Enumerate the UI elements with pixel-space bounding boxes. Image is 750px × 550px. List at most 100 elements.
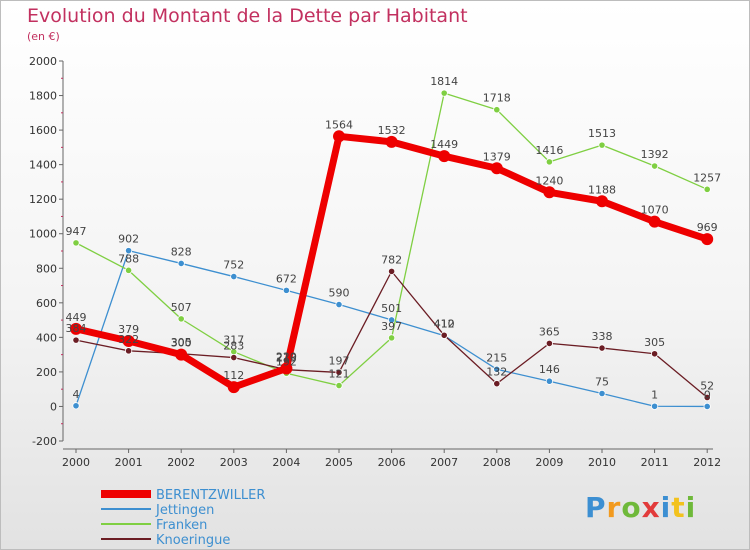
- data-label-knoeringue: 782: [381, 253, 402, 266]
- data-point-berentzwiller: [175, 348, 188, 361]
- y-tick-label: 1000: [29, 228, 57, 241]
- legend-label-berentzwiller: BERENTZWILLER: [156, 488, 265, 503]
- x-tick-label: 2012: [693, 456, 721, 469]
- data-label-berentzwiller: 1449: [430, 138, 458, 151]
- data-label-franken: 121: [329, 368, 350, 381]
- y-tick-label: 1600: [29, 124, 57, 137]
- y-tick-label: 600: [36, 297, 57, 310]
- data-point-knoeringue: [335, 368, 343, 377]
- data-point-jettingen: [230, 272, 238, 281]
- data-label-franken: 1513: [588, 127, 616, 140]
- data-label-jettingen: 752: [223, 259, 244, 272]
- y-tick-label: 1200: [29, 193, 57, 206]
- data-point-jettingen: [125, 247, 133, 255]
- y-tick-label: -200: [32, 435, 57, 448]
- data-label-berentzwiller: 112: [223, 369, 244, 382]
- data-point-franken: [598, 141, 606, 149]
- x-tick-label: 2000: [62, 456, 90, 469]
- data-label-franken: 947: [66, 225, 87, 238]
- y-tick-label: 400: [36, 331, 57, 344]
- data-point-knoeringue: [598, 344, 606, 352]
- data-label-knoeringue: 132: [486, 366, 507, 379]
- data-label-jettingen: 1: [651, 388, 658, 401]
- data-label-franken: 1392: [641, 148, 669, 161]
- data-label-berentzwiller: 1532: [378, 124, 406, 137]
- data-point-jettingen: [335, 300, 343, 309]
- data-label-franken: 507: [171, 301, 192, 314]
- legend-label-knoeringue: Knoeringue: [156, 533, 230, 548]
- x-tick-label: 2002: [167, 456, 195, 469]
- data-point-berentzwiller: [280, 362, 293, 375]
- data-label-knoeringue: 305: [644, 336, 665, 349]
- data-point-jettingen: [72, 402, 80, 410]
- data-label-franken: 1257: [693, 171, 721, 184]
- data-label-berentzwiller: 379: [118, 323, 139, 336]
- data-point-berentzwiller: [70, 322, 82, 335]
- data-label-jettingen: 146: [539, 363, 560, 376]
- data-point-jettingen: [177, 259, 185, 268]
- data-label-berentzwiller: 300: [171, 337, 192, 350]
- data-point-knoeringue: [545, 339, 554, 348]
- x-tick-label: 2009: [535, 456, 563, 469]
- data-point-franken: [177, 315, 185, 323]
- x-tick-label: 2005: [325, 456, 353, 469]
- y-tick-label: 1400: [29, 159, 57, 172]
- x-tick-label: 2003: [220, 456, 248, 469]
- data-point-berentzwiller: [490, 162, 503, 175]
- data-label-jettingen: 902: [118, 233, 139, 246]
- data-label-jettingen: 410: [434, 318, 455, 331]
- data-point-jettingen: [703, 402, 711, 411]
- legend-label-franken: Franken: [156, 518, 207, 533]
- data-label-berentzwiller: 1188: [588, 183, 616, 196]
- data-point-berentzwiller: [596, 195, 608, 208]
- data-label-berentzwiller: 449: [66, 311, 87, 324]
- data-label-jettingen: 828: [171, 245, 192, 258]
- y-tick-label: 2000: [29, 55, 57, 68]
- data-label-berentzwiller: 220: [276, 350, 297, 363]
- data-label-knoeringue: 305: [171, 336, 192, 349]
- data-point-jettingen: [493, 365, 501, 373]
- data-point-franken: [125, 266, 133, 274]
- data-point-knoeringue: [703, 393, 711, 402]
- data-point-jettingen: [282, 286, 290, 294]
- data-label-knoeringue: 213: [276, 352, 297, 365]
- y-tick-label: 1800: [29, 90, 57, 103]
- data-label-franken: 1416: [535, 144, 563, 157]
- data-label-knoeringue: 322: [118, 333, 139, 346]
- x-tick-label: 2011: [641, 456, 669, 469]
- data-label-berentzwiller: 969: [697, 221, 718, 234]
- y-tick-label: 800: [36, 262, 57, 275]
- data-label-franken: 317: [223, 334, 244, 347]
- x-tick-label: 2008: [483, 456, 511, 469]
- data-point-knoeringue: [230, 353, 238, 362]
- data-label-berentzwiller: 1379: [483, 150, 511, 163]
- data-label-franken: 1814: [430, 75, 458, 88]
- y-tick-label: 200: [36, 366, 57, 379]
- data-label-jettingen: 501: [381, 302, 402, 315]
- legend-label-jettingen: Jettingen: [155, 503, 214, 518]
- x-tick-label: 2001: [115, 456, 143, 469]
- data-point-franken: [440, 89, 448, 97]
- data-point-berentzwiller: [543, 186, 556, 199]
- data-label-jettingen: 4: [73, 388, 80, 401]
- data-label-berentzwiller: 1070: [641, 204, 669, 217]
- data-label-jettingen: 215: [486, 351, 507, 364]
- data-point-jettingen: [598, 389, 606, 398]
- data-point-franken: [387, 334, 396, 342]
- data-label-knoeringue: 384: [66, 322, 87, 335]
- x-tick-label: 2006: [378, 456, 406, 469]
- data-label-jettingen: 672: [276, 272, 297, 285]
- data-point-knoeringue: [387, 267, 396, 275]
- y-tick-label: 0: [50, 400, 57, 413]
- data-label-jettingen: 0: [704, 388, 711, 401]
- data-point-berentzwiller: [122, 334, 135, 347]
- data-label-knoeringue: 338: [592, 330, 613, 343]
- data-point-berentzwiller: [648, 215, 661, 228]
- data-point-knoeringue: [125, 347, 133, 355]
- data-label-jettingen: 75: [595, 376, 609, 389]
- data-point-berentzwiller: [385, 135, 398, 148]
- data-point-knoeringue: [493, 380, 501, 388]
- data-point-franken: [703, 185, 711, 193]
- x-tick-label: 2010: [588, 456, 616, 469]
